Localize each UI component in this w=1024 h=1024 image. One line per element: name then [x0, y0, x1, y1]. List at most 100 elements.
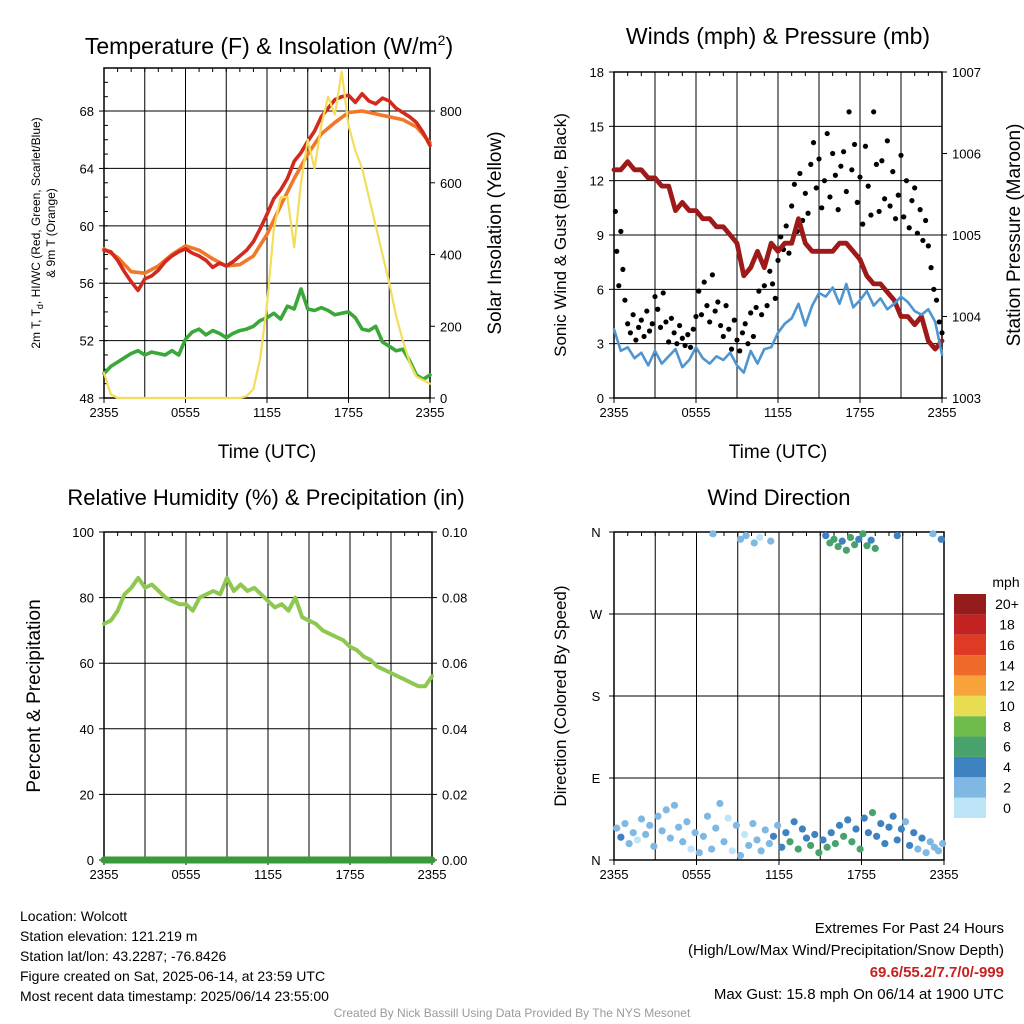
- direction-point: [827, 829, 835, 837]
- gust-point: [630, 312, 636, 318]
- direction-point: [741, 830, 749, 839]
- direction-point: [922, 849, 930, 857]
- gust-point: [769, 281, 776, 287]
- direction-point: [889, 812, 897, 820]
- gust-point: [865, 183, 871, 189]
- y-tick-label: 9: [597, 228, 604, 243]
- direction-point: [831, 840, 839, 848]
- y-axis-label-line2: & 9m T (Orange): [44, 188, 58, 278]
- direction-point: [633, 836, 641, 844]
- gust-point: [731, 317, 737, 323]
- direction-point: [939, 840, 947, 848]
- legend-label: 20+: [995, 596, 1019, 612]
- direction-point: [893, 532, 901, 540]
- direction-point: [910, 829, 918, 837]
- y2-tick-label: 0.06: [442, 656, 467, 671]
- direction-point: [778, 843, 786, 851]
- direction-point: [687, 845, 695, 853]
- direction-point: [867, 536, 875, 544]
- gust-point: [625, 321, 631, 327]
- extremes-values: 69.6/55.2/7.7/0/-999: [869, 964, 1004, 981]
- gust-point: [685, 332, 691, 338]
- gust-point: [923, 217, 929, 224]
- extremes-title: Extremes For Past 24 Hours: [814, 920, 1004, 937]
- series-line-0: [102, 109, 432, 276]
- legend-swatch: [954, 634, 986, 656]
- gust-point: [857, 174, 863, 180]
- gust-point: [660, 290, 666, 296]
- gust-point: [868, 212, 874, 218]
- gust-point: [882, 196, 888, 202]
- x-tick-label: 1155: [254, 867, 282, 882]
- gust-point: [767, 268, 773, 274]
- direction-point: [794, 845, 802, 853]
- direction-point: [708, 845, 716, 853]
- x-tick-label: 2355: [930, 867, 959, 882]
- legend-swatch: [954, 756, 986, 778]
- y2-tick-label: 400: [440, 248, 462, 263]
- y2-tick-label: 1004: [952, 310, 981, 325]
- gust-point: [698, 312, 705, 318]
- direction-point: [877, 819, 885, 828]
- gust-point: [756, 288, 762, 294]
- gust-point: [920, 237, 926, 244]
- legend-swatch: [954, 594, 986, 615]
- y-tick-label: N: [591, 525, 600, 540]
- gust-point: [898, 152, 904, 158]
- y2-tick-label: 200: [440, 319, 462, 334]
- direction-point: [811, 830, 819, 839]
- gust-point: [895, 192, 901, 198]
- direction-point: [842, 546, 850, 554]
- gust-point: [854, 199, 860, 205]
- gust-point: [841, 149, 847, 155]
- gust-point: [657, 324, 664, 330]
- x-tick-label: 1755: [846, 405, 875, 420]
- chart-title: Wind Direction: [707, 485, 850, 510]
- direction-point: [756, 533, 764, 542]
- chart-title: Winds (mph) & Pressure (mb): [626, 23, 930, 49]
- direction-point: [642, 830, 650, 839]
- gust-point: [723, 303, 729, 309]
- gust-point: [778, 234, 784, 240]
- gust-point: [696, 288, 702, 294]
- y2-tick-label: 0.08: [442, 591, 467, 606]
- gust-point: [901, 214, 907, 220]
- gust-point: [860, 221, 866, 227]
- gust-point: [933, 297, 940, 303]
- gust-point: [728, 346, 735, 352]
- station-info: Location: Wolcott Station elevation: 121…: [20, 906, 329, 1006]
- direction-point: [934, 847, 943, 855]
- direction-point: [786, 838, 794, 846]
- direction-point: [670, 801, 679, 809]
- y-tick-label: 40: [80, 722, 94, 737]
- direction-point: [617, 833, 625, 841]
- direction-point: [873, 832, 881, 840]
- gust-point: [734, 337, 740, 343]
- gust-point: [873, 161, 880, 167]
- direction-point: [856, 845, 864, 853]
- gust-point: [715, 299, 721, 305]
- gust-point: [709, 272, 716, 278]
- direction-point: [855, 535, 863, 543]
- y-tick-label: 0: [87, 853, 94, 868]
- gust-point: [914, 230, 921, 236]
- legend-label: 4: [1003, 759, 1011, 775]
- x-tick-label: 2355: [928, 405, 957, 420]
- y-tick-label: 48: [80, 391, 94, 406]
- series-line-1: [612, 282, 944, 374]
- gust-point: [764, 303, 770, 309]
- gust-point: [638, 317, 644, 323]
- gust-point: [928, 265, 934, 271]
- direction-point: [650, 842, 658, 850]
- y-tick-label: 0: [597, 391, 604, 406]
- gust-point: [816, 156, 822, 162]
- direction-point: [750, 539, 758, 547]
- gust-point: [862, 143, 869, 149]
- gust-point: [704, 303, 710, 309]
- direction-point: [819, 836, 827, 844]
- y2-tick-label: 0: [440, 391, 447, 406]
- x-axis-label: Time (UTC): [729, 442, 828, 463]
- direction-point: [709, 530, 717, 538]
- direction-point: [742, 532, 750, 540]
